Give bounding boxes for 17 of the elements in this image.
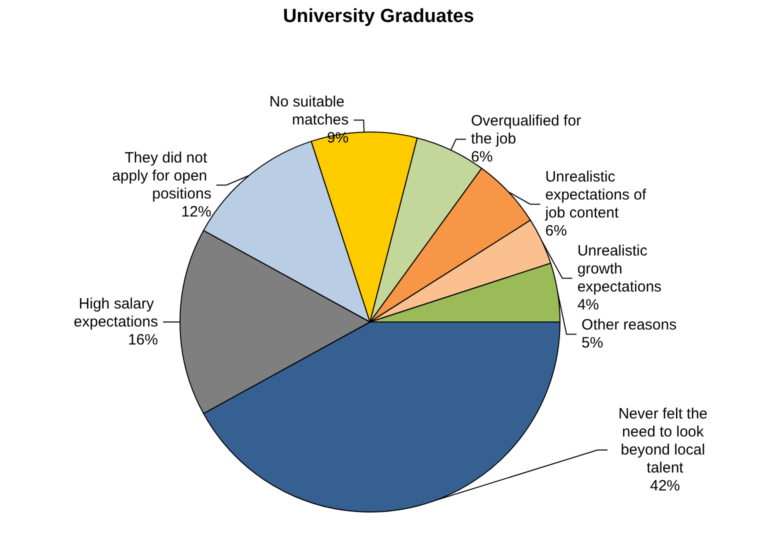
data-label: 6% [545,222,567,240]
data-label: 5% [582,334,604,352]
slice-label: Unrealistic growth expectations [577,242,662,296]
data-label: 9% [326,130,349,147]
slice-label: High salary expectations [74,296,158,330]
slice-label: Other reasons [582,316,677,334]
slice-label: Unrealistic expectations of job content [544,168,650,222]
slice-label: Never felt the need to look beyond local talent [618,406,712,476]
slice-label: They did not apply for open positions [112,150,212,203]
data-label: 4% [577,296,600,314]
chart-title: University Graduates [282,6,474,27]
data-label: 12% [181,204,212,221]
data-label: 6% [471,148,493,166]
data-label: 16% [128,332,158,348]
slice-label: No suitable matches [269,94,349,129]
data-label: 42% [650,478,680,494]
slice-label: Overqualified for the job [471,112,586,148]
